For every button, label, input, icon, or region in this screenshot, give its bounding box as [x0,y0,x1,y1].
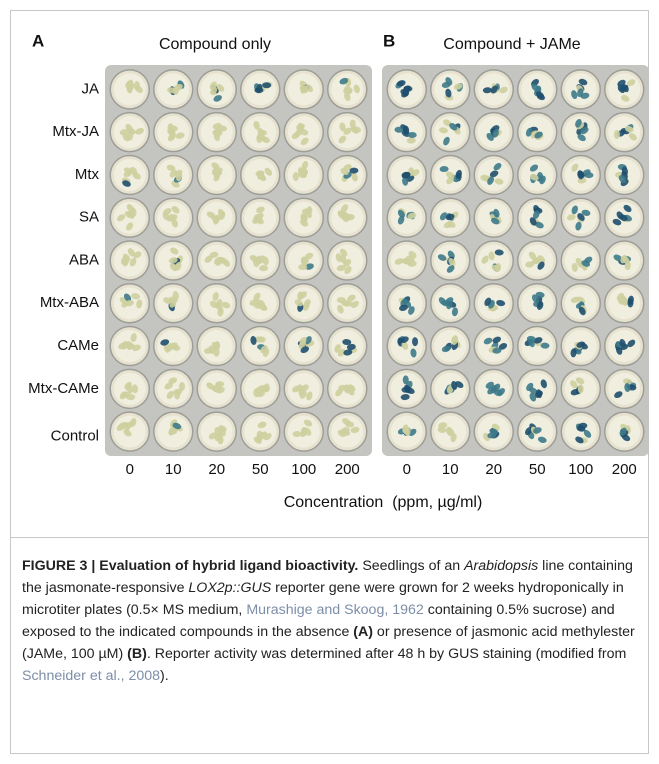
column-label: 100 [568,461,593,478]
caption-plain: . Reporter activity was determined after… [147,646,626,662]
row-label: Control [51,428,99,445]
page: ACompound only0102050100200BCompound + J… [0,0,659,764]
caption-link[interactable]: Murashige and Skoog, 1962 [246,602,423,618]
column-label: 10 [442,461,459,478]
caption-bold: (B) [127,646,147,662]
caption-italic: LOX2p::GUS [188,580,271,596]
column-label: 10 [165,461,182,478]
plate [382,65,649,456]
row-label: Mtx-CAMe [28,380,99,397]
panel-title: Compound only [159,36,271,53]
column-label: 200 [612,461,637,478]
caption-link[interactable]: Schneider et al., 2008 [22,668,160,684]
panel-label: B [383,31,395,50]
column-label: 50 [252,461,269,478]
seedling [584,172,593,178]
figure: ACompound only0102050100200BCompound + J… [0,0,659,540]
column-label: 200 [335,461,360,478]
column-label: 0 [126,461,134,478]
row-label: Mtx [75,166,100,183]
column-label: 100 [291,461,316,478]
row-label: Mtx-JA [52,123,99,140]
caption-bold: FIGURE 3 | Evaluation of hybrid ligand b… [22,558,358,574]
panel-title: Compound + JAMe [443,36,581,53]
caption: FIGURE 3 | Evaluation of hybrid ligand b… [22,555,642,687]
row-label: CAMe [57,337,99,354]
row-label: SA [79,209,99,226]
row-label: JA [81,80,99,97]
panel-label: A [32,31,44,50]
column-label: 50 [529,461,546,478]
caption-bold: (A) [353,624,373,640]
well-inner [434,116,466,148]
well-inner [521,373,553,405]
caption-plain: ). [160,668,169,684]
seedling [264,383,270,392]
separator [11,537,648,538]
plate [105,65,372,456]
caption-plain: Seedlings of an [358,558,464,574]
column-label: 20 [485,461,502,478]
caption-italic: Arabidopsis [464,558,538,574]
column-label: 0 [403,461,411,478]
x-axis-label: Concentration (ppm, µg/ml) [284,494,483,511]
column-label: 20 [208,461,225,478]
row-label: ABA [69,251,99,268]
well-inner [391,202,423,234]
row-label: Mtx-ABA [40,294,99,311]
